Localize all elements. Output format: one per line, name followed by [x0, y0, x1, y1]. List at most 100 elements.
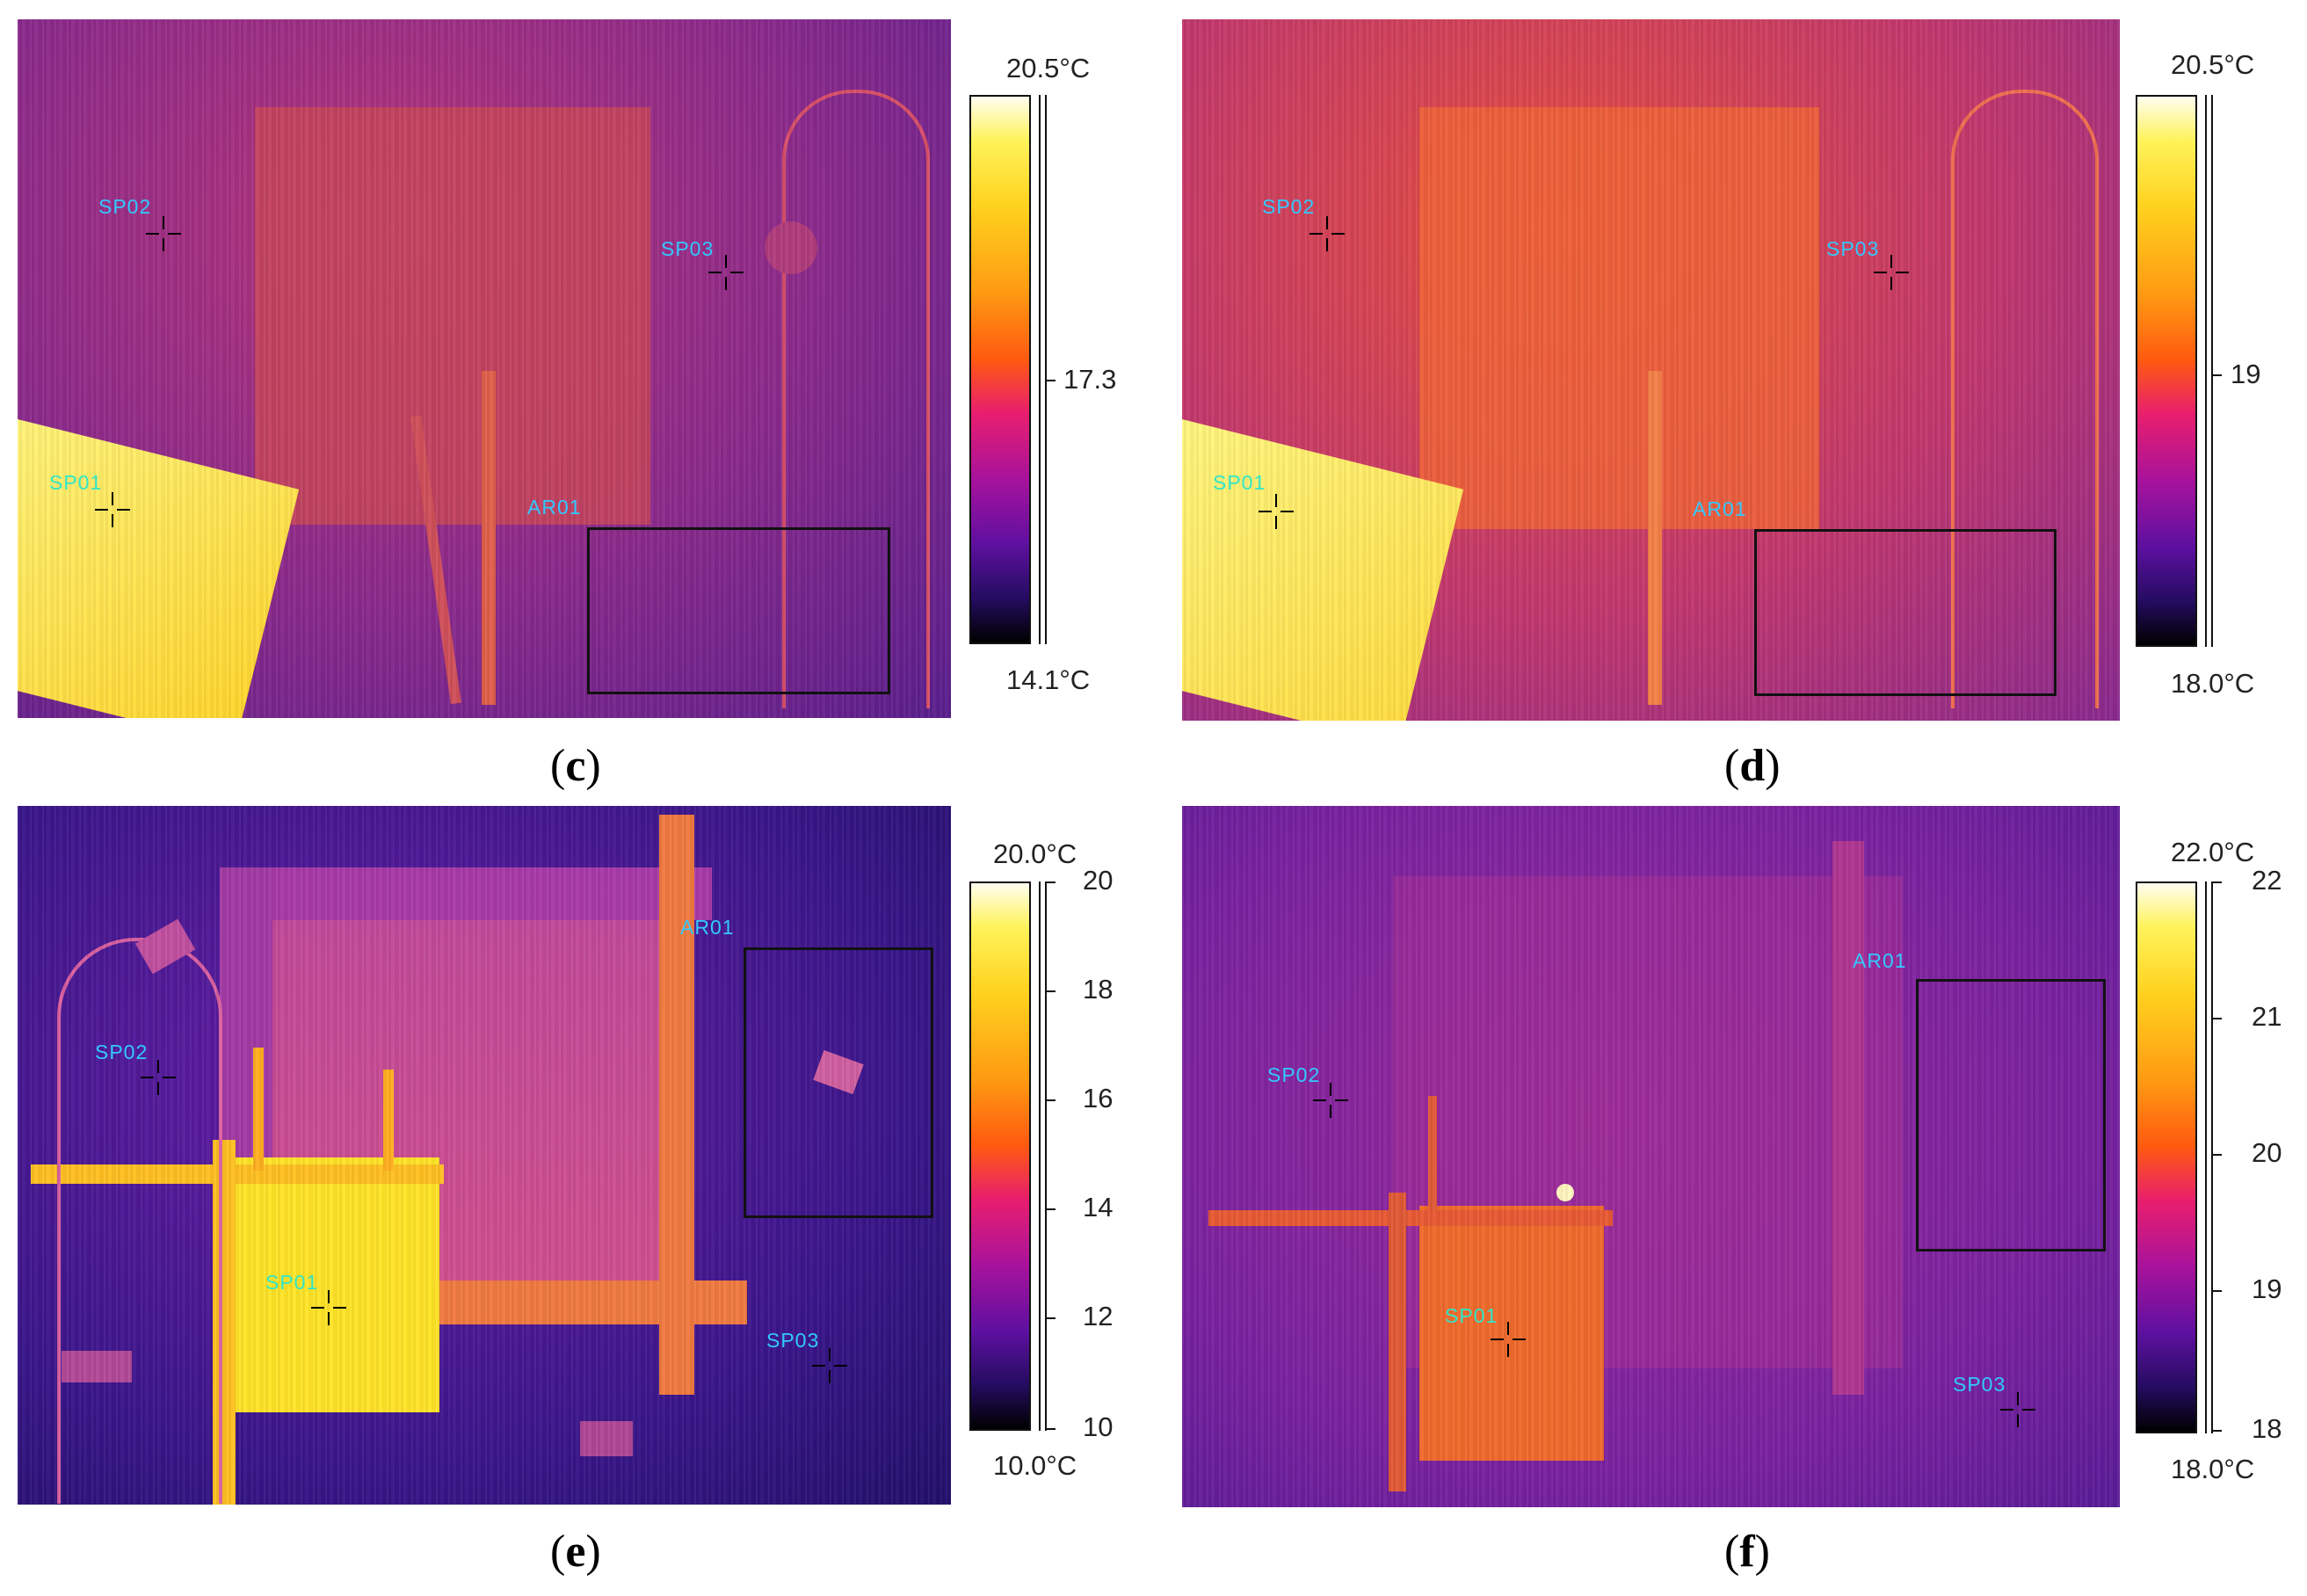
colorbar-max-label: 20.0°C	[993, 838, 1077, 869]
label-sp02: SP02	[98, 195, 152, 218]
colorbar-rail	[2211, 95, 2213, 647]
frame-bottom-bar	[431, 1280, 747, 1324]
colorbar-tick	[1045, 990, 1056, 992]
colorbar-tick	[2211, 1290, 2222, 1292]
colorbar-tick-label: 20	[1083, 865, 1114, 896]
cable	[57, 938, 222, 1504]
colorbar-tick	[1045, 1428, 1056, 1430]
support-pole	[1389, 1193, 1406, 1491]
crosshair-sp03	[812, 1348, 847, 1383]
colorbar-f	[2136, 881, 2197, 1433]
label-sp02: SP02	[1262, 195, 1316, 218]
colorbar-tick	[1045, 1099, 1056, 1101]
colorbar-tick	[2211, 1430, 2222, 1432]
roi-ar01	[744, 947, 933, 1218]
sensor-pad	[580, 1421, 633, 1456]
crosshair-sp03	[708, 255, 744, 290]
caption-c: (c)	[550, 741, 601, 791]
thermal-image-c	[18, 19, 951, 718]
colorbar-tick	[1045, 1208, 1056, 1210]
label-sp03: SP03	[1826, 237, 1880, 260]
heated-panel	[255, 107, 650, 525]
label-sp01: SP01	[49, 471, 103, 494]
label-sp03: SP03	[661, 237, 715, 260]
label-ar01: AR01	[680, 916, 735, 939]
crosshair-sp02	[1309, 216, 1345, 251]
colorbar-d	[2136, 95, 2197, 647]
colorbar-tick-label: 18	[2252, 1413, 2282, 1444]
support-arm	[31, 1164, 444, 1184]
colorbar-tick-label: 10	[1083, 1411, 1114, 1442]
crosshair-sp03	[1874, 255, 1909, 290]
crosshair-sp03	[2000, 1392, 2035, 1427]
colorbar-tick-label: 19	[2252, 1273, 2282, 1304]
caption-d: (d)	[1724, 741, 1781, 791]
hot-spot	[1556, 1184, 1574, 1201]
stand-pole	[1648, 371, 1662, 705]
hot-box	[229, 1157, 439, 1412]
thin-rod	[383, 1070, 394, 1171]
colorbar-tick	[2211, 881, 2222, 883]
colorbar-tick-label: 12	[1083, 1301, 1114, 1331]
colorbar-min-label: 10.0°C	[993, 1450, 1077, 1481]
roi-ar01	[1754, 529, 2057, 696]
colorbar-tick-label: 21	[2252, 1001, 2282, 1032]
cable	[782, 90, 930, 708]
colorbar-tick-label: 16	[1083, 1083, 1114, 1114]
colorbar-tick	[2211, 1154, 2222, 1156]
heated-panel	[1419, 107, 1819, 529]
colorbar-rail	[1039, 95, 1041, 644]
colorbar-tick-label: 22	[2252, 865, 2282, 896]
hot-box	[1419, 1206, 1604, 1461]
colorbar-tick-label: 18	[1083, 974, 1114, 1005]
colorbar-tick-label: 20	[2252, 1137, 2282, 1168]
sensor-pad	[62, 1351, 132, 1382]
crosshair-sp01	[311, 1290, 346, 1325]
colorbar-rail	[2211, 881, 2213, 1433]
thermal-image-e	[18, 806, 951, 1505]
frame-right-bar	[1832, 841, 1864, 1395]
colorbar-e	[969, 881, 1031, 1431]
label-sp02: SP02	[95, 1041, 149, 1063]
colorbar-tick	[2211, 374, 2222, 376]
colorbar-mid-label: 17.3	[1063, 364, 1117, 395]
label-sp01: SP01	[1445, 1304, 1498, 1327]
colorbar-tick-label: 14	[1083, 1192, 1114, 1222]
colorbar-min-label: 18.0°C	[2171, 1454, 2255, 1484]
roi-ar01	[587, 527, 890, 694]
colorbar-tick	[1045, 380, 1056, 381]
crosshair-sp01	[95, 492, 130, 527]
crosshair-sp01	[1491, 1322, 1526, 1357]
sensor-pad	[765, 221, 817, 274]
caption-e: (e)	[550, 1527, 601, 1577]
label-ar01: AR01	[1853, 949, 1907, 972]
colorbar-rail	[1045, 881, 1047, 1431]
colorbar-tick	[2211, 1018, 2222, 1019]
roi-ar01	[1916, 979, 2106, 1251]
stand-pole	[482, 371, 496, 705]
colorbar-tick	[1045, 1317, 1056, 1319]
colorbar-mid-label: 19	[2231, 359, 2261, 389]
frame-top-bar	[220, 867, 712, 920]
colorbar-c	[969, 95, 1031, 644]
crosshair-sp02	[1313, 1083, 1348, 1118]
colorbar-max-label: 20.5°C	[2171, 49, 2255, 80]
label-sp03: SP03	[766, 1329, 820, 1352]
colorbar-min-label: 14.1°C	[1006, 664, 1091, 695]
label-sp01: SP01	[265, 1271, 319, 1294]
colorbar-rail	[2205, 95, 2207, 647]
label-ar01: AR01	[527, 496, 582, 519]
colorbar-rail	[1039, 881, 1041, 1431]
cable	[1951, 90, 2099, 708]
thermal-image-f	[1182, 806, 2120, 1507]
colorbar-min-label: 18.0°C	[2171, 668, 2255, 699]
thermal-image-d	[1182, 19, 2120, 721]
label-sp02: SP02	[1267, 1063, 1321, 1086]
support-arm	[1208, 1210, 1613, 1226]
crosshair-sp02	[146, 216, 181, 251]
crosshair-sp01	[1259, 494, 1294, 529]
colorbar-tick	[1045, 881, 1056, 883]
label-sp01: SP01	[1213, 471, 1266, 494]
colorbar-max-label: 20.5°C	[1006, 53, 1091, 83]
colorbar-rail	[2205, 881, 2207, 1433]
